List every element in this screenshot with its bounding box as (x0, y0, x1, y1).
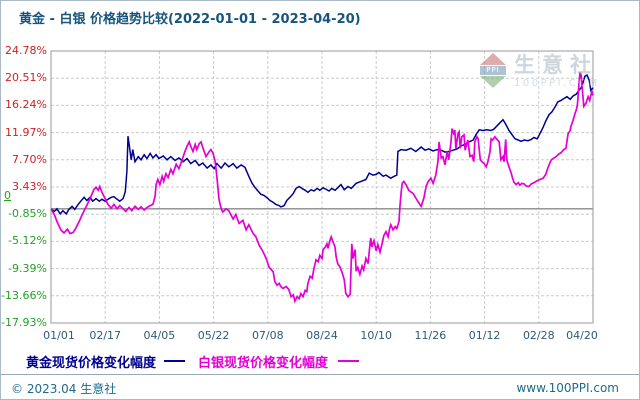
y-axis-zero-label: 0 (4, 189, 11, 202)
y-axis-label: 20.51% (5, 71, 47, 85)
legend-gold-line-sample (164, 360, 185, 362)
page-title: 黄金 - 白银 价格趋势比较(2022-01-01 - 2023-04-20) (19, 12, 361, 27)
y-axis-label: 16.24% (5, 98, 47, 112)
y-axis-label: -0.85% (8, 207, 47, 221)
x-axis-label: 01/01 (43, 329, 75, 342)
y-axis-label: -13.66% (1, 288, 47, 302)
footer-copyright: © 2023.04 生意社 (11, 382, 117, 396)
y-axis-label: -17.93% (1, 316, 47, 329)
legend-silver-label: 白银现货价格变化幅度 (198, 356, 329, 371)
x-axis-label: 07/08 (251, 329, 284, 342)
gold-series-line (50, 74, 594, 216)
footer-divider (1, 374, 639, 375)
x-axis-label: 04/05 (143, 329, 176, 342)
y-axis-label: 7.70% (12, 152, 47, 166)
x-axis-label: 02/17 (89, 329, 122, 342)
x-axis-label: 08/24 (306, 329, 338, 342)
y-axis-label: -5.12% (8, 234, 47, 248)
legend-gold-label: 黄金现货价格变化幅度 (26, 356, 157, 371)
y-axis-label: 11.97% (5, 125, 47, 139)
x-axis-label: 02/28 (522, 329, 555, 342)
silver-series-line (50, 72, 594, 304)
x-axis-label: 01/12 (468, 329, 501, 342)
x-axis-label: 10/10 (360, 329, 393, 342)
y-axis-label: 3.43% (12, 180, 47, 193)
x-axis-label: 04/20 (566, 329, 598, 342)
y-axis-label: 24.78% (5, 44, 47, 57)
y-axis-label: -9.39% (8, 261, 47, 275)
footer-site-link[interactable]: www.100PPI.com (516, 381, 619, 395)
legend-silver-line-sample (338, 360, 359, 362)
x-axis-label: 11/26 (414, 329, 447, 342)
plot-border (50, 50, 594, 324)
x-axis-label: 05/22 (197, 329, 230, 342)
